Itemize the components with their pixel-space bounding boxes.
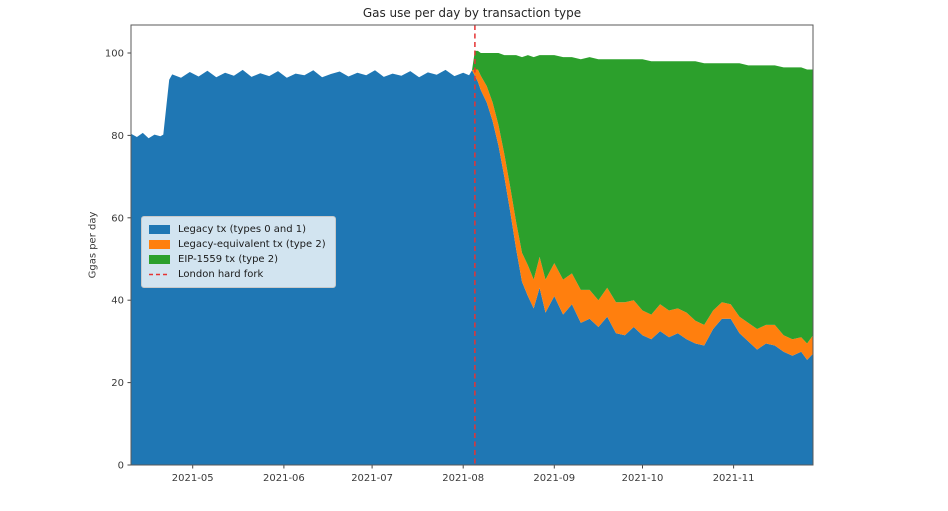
plot-border	[130, 24, 814, 466]
eip1559-area	[131, 50, 813, 344]
legend-label: Legacy-equivalent tx (type 2)	[178, 239, 326, 250]
x-tick-label: 2021-10	[622, 473, 664, 484]
stacked-areas	[131, 50, 813, 466]
x-tick-label: 2021-08	[442, 473, 484, 484]
y-tick-label: 60	[111, 213, 124, 224]
legend-row: London hard fork	[149, 267, 326, 282]
legend-swatch-legacy	[149, 225, 170, 234]
legend-swatch-london-fork-dashed-line	[149, 273, 170, 276]
legend-row: EIP-1559 tx (type 2)	[149, 252, 326, 267]
legend-row: Legacy tx (types 0 and 1)	[149, 222, 326, 237]
legend-row: Legacy-equivalent tx (type 2)	[149, 237, 326, 252]
x-tick-label: 2021-07	[351, 473, 393, 484]
legend-label: EIP-1559 tx (type 2)	[178, 254, 279, 265]
legend-swatch-legacy-equivalent	[149, 240, 170, 249]
x-tick-label: 2021-06	[263, 473, 305, 484]
x-tick-label: 2021-09	[533, 473, 575, 484]
y-tick-label: 20	[111, 378, 124, 389]
legacy-area	[131, 69, 813, 466]
legend: Legacy tx (types 0 and 1) Legacy-equival…	[141, 216, 336, 288]
x-tick-label: 2021-11	[713, 473, 755, 484]
x-tick-label: 2021-05	[172, 473, 214, 484]
y-tick-label: 80	[111, 131, 124, 142]
chart-title: Gas use per day by transaction type	[362, 6, 582, 20]
y-tick-label: 40	[111, 296, 124, 307]
legend-label: London hard fork	[178, 269, 264, 280]
legacy-equivalent-area	[131, 69, 813, 360]
y-tick-label: 100	[105, 49, 124, 60]
y-tick-label: 0	[118, 461, 124, 472]
legend-swatch-eip1559	[149, 255, 170, 264]
axis-ticks: 2021-05 2021-06 2021-07 2021-08 2021-09 2021-…	[105, 49, 755, 485]
legend-label: Legacy tx (types 0 and 1)	[178, 224, 307, 235]
